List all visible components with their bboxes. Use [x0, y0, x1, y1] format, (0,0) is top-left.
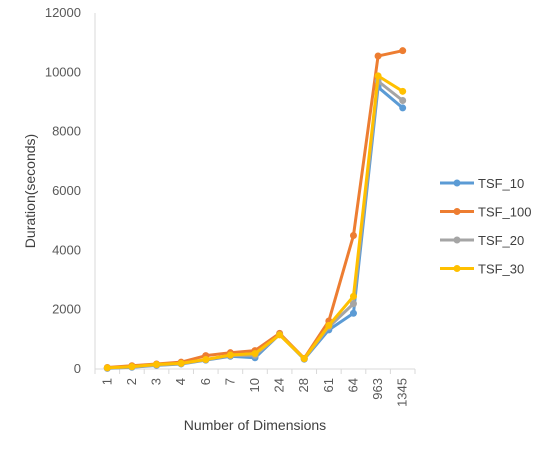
data-point — [349, 292, 357, 300]
legend-item: TSF_100 — [440, 205, 531, 220]
legend-label: TSF_20 — [478, 233, 524, 248]
series-lines — [103, 47, 407, 372]
series-line — [105, 85, 405, 370]
legend: TSF_10 TSF_100 TSF_20 TSF_30 — [440, 176, 531, 277]
y-tick-labels: 0 2000 4000 6000 8000 10000 12000 — [45, 5, 81, 376]
series-tsf-30 — [103, 72, 407, 372]
data-point — [349, 300, 357, 308]
x-tick-label: 28 — [296, 378, 311, 392]
data-point — [226, 351, 234, 359]
x-tick-label: 24 — [272, 378, 287, 392]
x-tick-label: 64 — [345, 378, 360, 392]
x-tick-label: 1 — [99, 378, 114, 385]
data-point — [251, 350, 259, 358]
y-tick-label: 4000 — [52, 242, 81, 257]
x-tick-label: 2 — [124, 378, 139, 385]
legend-swatch-marker — [453, 265, 461, 272]
data-point — [177, 359, 185, 367]
y-tick-label: 2000 — [52, 302, 81, 317]
data-point — [349, 309, 357, 317]
data-point — [349, 232, 357, 239]
plot-area: 0 2000 4000 6000 8000 10000 12000 1 2 3 4 6 7 10 24 28… — [45, 5, 416, 407]
series-line — [105, 74, 405, 370]
y-tick-label: 10000 — [45, 64, 81, 79]
data-point — [325, 321, 333, 329]
data-point — [153, 361, 161, 369]
x-tick-label: 3 — [149, 378, 164, 385]
x-axis-title: Number of Dimensions — [184, 417, 326, 433]
legend-label: TSF_30 — [478, 262, 524, 277]
data-point — [276, 331, 284, 339]
x-tick-label: 61 — [321, 378, 336, 392]
x-tick-label: 6 — [198, 378, 213, 385]
x-tick-label: 4 — [173, 378, 188, 385]
legend-label: TSF_100 — [478, 205, 531, 220]
legend-item: TSF_10 — [440, 176, 524, 191]
data-point — [374, 72, 382, 80]
series-line — [105, 79, 405, 370]
legend-item: TSF_30 — [440, 262, 524, 277]
data-point — [399, 87, 407, 95]
x-tick-label: 1345 — [395, 378, 410, 407]
data-point — [103, 364, 111, 372]
y-tick-label: 6000 — [52, 183, 81, 198]
legend-label: TSF_10 — [478, 176, 524, 191]
y-tick-label: 0 — [74, 361, 81, 376]
data-point — [399, 97, 407, 105]
data-point — [399, 104, 407, 112]
data-point — [300, 355, 308, 363]
y-axis-title: Duration(seconds) — [22, 134, 38, 248]
y-tick-label: 12000 — [45, 5, 81, 20]
x-tick-label: 10 — [247, 378, 262, 392]
y-tick-label: 8000 — [52, 124, 81, 139]
x-tick-label: 963 — [370, 378, 385, 400]
legend-swatch-marker — [453, 179, 461, 187]
x-tick-labels: 1 2 3 4 6 7 10 24 28 61 64 963 1345 — [94, 369, 416, 407]
legend-swatch-marker — [453, 208, 461, 215]
legend-item: TSF_20 — [440, 233, 524, 248]
series-line — [105, 49, 405, 370]
data-point — [128, 363, 136, 371]
series-tsf-100 — [103, 47, 407, 372]
data-point — [374, 52, 382, 60]
x-tick-label: 7 — [222, 378, 237, 385]
legend-swatch-marker — [453, 236, 461, 244]
data-point — [399, 47, 407, 55]
data-point — [202, 356, 210, 364]
